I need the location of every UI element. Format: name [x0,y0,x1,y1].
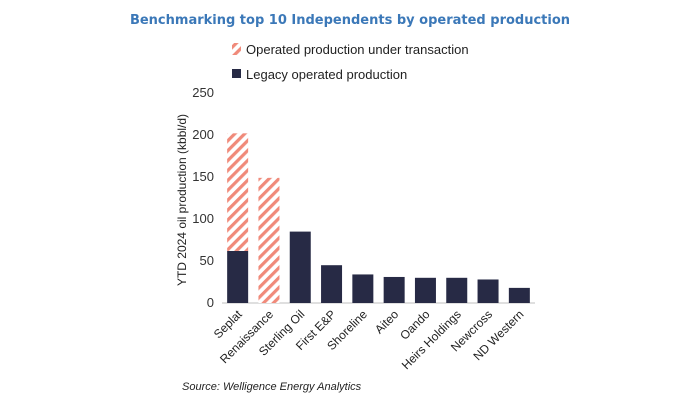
bars [227,133,530,303]
chart-title: Benchmarking top 10 Independents by oper… [130,13,570,28]
bar-legacy [352,274,374,303]
legend-swatch-transaction [232,43,241,55]
bar-legacy [227,250,249,303]
y-tick-label: 50 [200,253,214,268]
y-tick-label: 150 [192,169,214,184]
legend-label-legacy: Legacy operated production [246,67,407,82]
bar-legacy [383,276,405,303]
y-tick-label: 0 [207,295,214,310]
legend-label-transaction: Operated production under transaction [246,42,469,57]
bar-legacy [477,279,499,303]
bar-transaction [227,133,249,251]
bar-legacy [446,277,468,303]
bar-legacy [414,277,436,303]
bar-transaction [258,177,280,303]
bar-legacy [289,231,311,303]
y-tick-label: 200 [192,127,214,142]
y-tick-label: 250 [192,85,214,100]
bar-legacy [321,265,343,303]
legend-swatch-legacy [232,69,241,78]
bar-legacy [508,287,530,303]
y-tick-label: 100 [192,211,214,226]
source-note: Source: Welligence Energy Analytics [182,381,362,393]
y-axis-title: YTD 2024 oil production (kbbl/d) [175,114,189,286]
